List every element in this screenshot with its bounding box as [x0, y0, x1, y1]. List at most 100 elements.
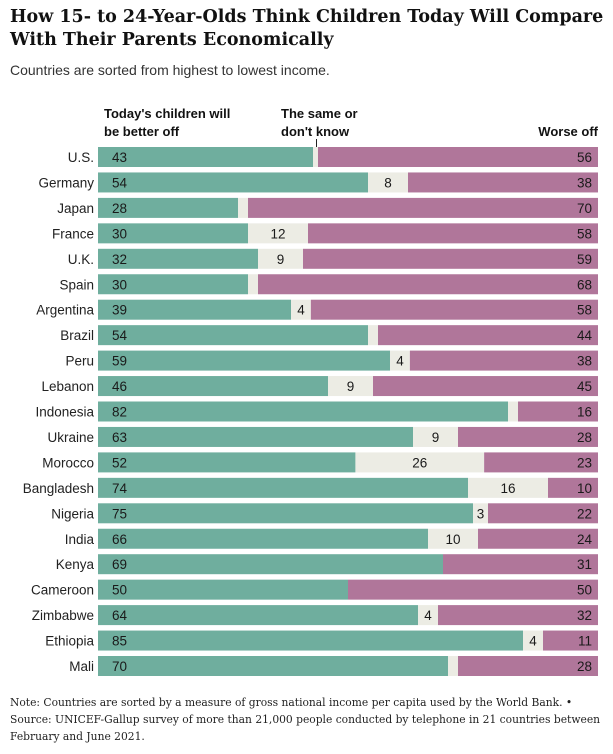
value-label-better: 75 [112, 506, 127, 521]
bar-better [98, 350, 391, 371]
value-label-same: 3 [477, 506, 485, 521]
bar-same [248, 223, 308, 244]
value-label-better: 39 [112, 303, 127, 318]
value-label-worse: 58 [577, 226, 592, 241]
bar-worse [443, 554, 598, 575]
value-label-better: 30 [112, 277, 127, 292]
value-label-better: 28 [112, 201, 127, 216]
value-label-better: 54 [112, 328, 128, 343]
value-label-better: 69 [112, 557, 127, 572]
country-label: Germany [38, 175, 94, 190]
country-label: France [52, 226, 94, 241]
bar-better [98, 528, 428, 549]
bar-better [98, 656, 448, 676]
country-label: Lebanon [41, 379, 94, 394]
value-label-same: 4 [297, 303, 305, 318]
value-label-same: 16 [500, 481, 515, 496]
value-label-same: 9 [432, 430, 440, 445]
bar-same [428, 528, 478, 549]
bar-same [508, 401, 518, 422]
value-label-worse: 23 [577, 455, 592, 470]
bar-better [98, 197, 238, 218]
value-label-worse: 10 [577, 481, 592, 496]
bar-worse [484, 452, 598, 473]
bar-same [291, 299, 311, 320]
country-label: Ethiopia [45, 634, 94, 649]
bar-better [98, 172, 368, 193]
value-label-same: 9 [347, 379, 355, 394]
value-label-worse: 16 [577, 405, 592, 420]
chart-title: How 15- to 24-Year-Olds Think Children T… [10, 7, 604, 50]
bar-better [98, 274, 248, 295]
bar-same [368, 172, 408, 193]
country-label: Argentina [36, 303, 94, 318]
bar-better [98, 376, 328, 397]
chart-note: Note: Countries are sorted by a measure … [10, 696, 601, 743]
bar-better [98, 579, 348, 600]
bar-worse [478, 528, 598, 549]
country-label: U.K. [68, 252, 94, 267]
bar-better [98, 299, 292, 320]
value-label-better: 52 [112, 455, 127, 470]
country-label: U.S. [68, 150, 94, 165]
bar-same [328, 376, 373, 397]
value-label-same: 9 [277, 252, 285, 267]
value-label-worse: 45 [577, 379, 592, 394]
header-same-or-dont-know: The same or don't know [281, 106, 358, 139]
value-label-worse: 38 [577, 354, 592, 369]
bar-better [98, 452, 356, 473]
bar-worse [318, 147, 598, 167]
bar-same [418, 605, 438, 626]
bar-same [523, 630, 543, 651]
value-label-better: 85 [112, 634, 127, 649]
value-label-worse: 44 [577, 328, 593, 343]
bar-worse [310, 299, 598, 320]
value-label-better: 66 [112, 532, 127, 547]
value-label-worse: 38 [577, 175, 592, 190]
bar-worse [348, 579, 598, 600]
chart-subtitle: Countries are sorted from highest to low… [10, 62, 330, 78]
bar-same [468, 477, 548, 498]
value-label-same: 4 [529, 634, 537, 649]
value-label-better: 64 [112, 608, 128, 623]
value-label-better: 43 [112, 150, 127, 165]
bar-same [368, 325, 378, 346]
value-label-same: 8 [384, 175, 392, 190]
bar-better [98, 605, 418, 626]
country-label: Nigeria [51, 506, 94, 521]
value-label-worse: 31 [577, 557, 592, 572]
bar-better [98, 223, 248, 244]
bar-worse [458, 426, 598, 447]
bar-worse [458, 656, 598, 676]
country-label: Spain [59, 277, 94, 292]
value-label-better: 54 [112, 175, 128, 190]
country-label: Kenya [56, 557, 95, 572]
value-label-better: 82 [112, 405, 127, 420]
value-label-same: 26 [412, 455, 427, 470]
bar-better [98, 325, 368, 346]
bar-worse [548, 477, 598, 498]
country-label: Brazil [60, 328, 94, 343]
country-label: Ukraine [47, 430, 94, 445]
bar-same [313, 147, 318, 167]
value-label-worse: 32 [577, 608, 592, 623]
bar-worse [409, 350, 598, 371]
value-label-worse: 11 [578, 634, 592, 649]
value-label-better: 59 [112, 354, 127, 369]
country-label: Zimbabwe [32, 608, 94, 623]
value-label-better: 50 [112, 583, 127, 598]
value-label-worse: 22 [577, 506, 592, 521]
bar-worse [518, 401, 598, 422]
bar-better [98, 554, 443, 575]
bar-better [98, 401, 508, 422]
value-label-worse: 28 [577, 430, 592, 445]
bar-worse [308, 223, 598, 244]
value-label-worse: 24 [577, 532, 593, 547]
bar-better [98, 477, 468, 498]
header-same-tick [316, 139, 317, 152]
header-worse-off: Worse off [538, 124, 598, 139]
bar-better [98, 147, 313, 167]
country-label: Japan [57, 201, 94, 216]
country-label: Mali [69, 659, 94, 674]
